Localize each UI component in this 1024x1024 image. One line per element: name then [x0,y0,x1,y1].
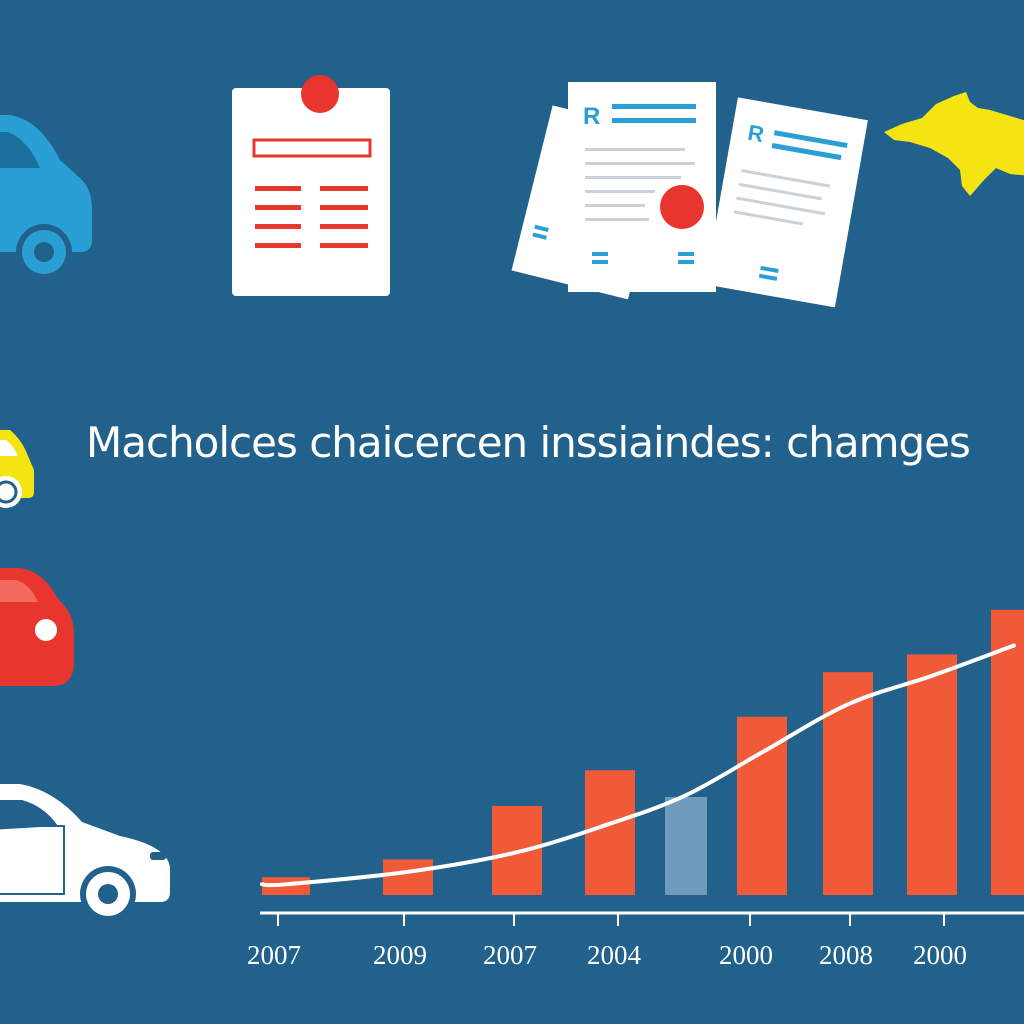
white-car-icon [0,784,170,922]
chart-bar [907,654,957,895]
chart-bar [665,796,707,895]
yellow-car-icon [0,430,34,508]
red-car-icon [0,568,74,686]
x-axis-tick-label: 2007 [247,940,301,970]
svg-text:R: R [583,103,600,130]
chart-bar [823,672,873,895]
x-axis-tick-label: 2000 [719,940,773,970]
chart-bar [737,716,787,895]
x-axis-tick-label: 2008 [819,940,873,970]
chart-bar [585,770,635,895]
blue-car-icon [0,115,92,280]
x-axis-tick-label: 2004 [587,940,641,970]
svg-text:R: R [746,120,766,147]
headline-title: Macholces chaicercen inssiaindes: chamge… [86,418,971,467]
clipboard-document-icon [232,75,390,296]
chart-plot-area [260,609,1024,926]
x-axis-tick-label: 2007 [483,940,537,970]
chart-bar [991,609,1024,895]
trend-line [260,643,1016,888]
x-axis-tick-label: 2000 [913,940,967,970]
stacked-documents-icon: R R [511,82,868,308]
map-region-icon [884,92,1024,196]
x-axis-tick-label: 2009 [373,940,427,970]
chart-bar [383,859,433,895]
